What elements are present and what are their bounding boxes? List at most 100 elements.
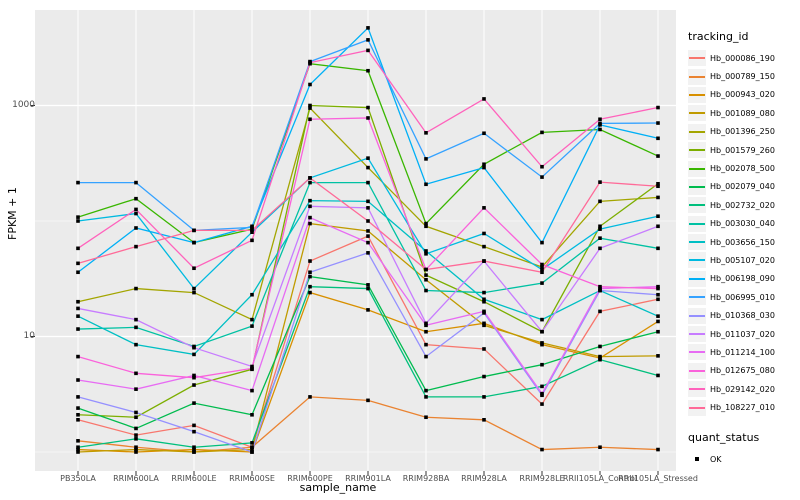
data-point <box>308 176 312 180</box>
data-point <box>424 395 428 399</box>
data-point <box>134 433 138 437</box>
legend-key-line <box>689 222 705 225</box>
data-point <box>482 323 486 328</box>
data-point <box>598 344 602 349</box>
legend-item-label: Hb_002732_020 <box>710 200 775 210</box>
data-point <box>424 415 428 420</box>
legend-key-line <box>689 185 705 188</box>
legend-key-line <box>689 369 705 372</box>
legend-item-quant-OK: OK <box>688 450 800 468</box>
legend-item-label: Hb_000789_150 <box>710 72 775 82</box>
data-point <box>540 391 544 396</box>
legend-key-swatch <box>688 197 706 214</box>
legend-key-line <box>689 167 705 170</box>
legend-quant-items: OK <box>688 450 800 468</box>
data-point <box>598 199 602 204</box>
data-point <box>540 240 544 245</box>
data-point <box>76 327 80 331</box>
data-point <box>482 259 486 263</box>
legend-key-line <box>689 112 705 115</box>
data-point <box>134 447 138 452</box>
data-point <box>134 211 138 216</box>
legend-key-swatch <box>688 50 706 67</box>
data-point <box>598 354 602 359</box>
legend-item-label: Hb_005107_020 <box>710 255 775 265</box>
data-point <box>134 196 138 201</box>
data-point <box>308 103 312 108</box>
data-point <box>482 290 486 295</box>
legend-item-Hb_011214_100: Hb_011214_100 <box>688 343 800 361</box>
legend-key-swatch <box>688 142 706 159</box>
data-point <box>598 246 602 251</box>
data-point <box>76 219 80 223</box>
data-point <box>366 240 370 245</box>
data-point <box>366 398 370 403</box>
legend-item-Hb_010368_030: Hb_010368_030 <box>688 306 800 324</box>
data-point <box>366 308 370 312</box>
data-point <box>540 447 544 452</box>
data-point <box>540 317 544 322</box>
legend-item-label: Hb_003030_040 <box>710 219 775 229</box>
legend-key-line <box>689 333 705 336</box>
legend-key-swatch <box>688 270 706 287</box>
data-point <box>76 418 80 422</box>
data-point <box>540 262 544 267</box>
data-point <box>250 388 254 393</box>
data-point <box>482 321 486 326</box>
legend-key-swatch <box>688 326 706 343</box>
data-point <box>192 290 196 295</box>
data-point <box>366 286 370 291</box>
legend-key-line <box>689 93 705 96</box>
data-point <box>540 164 544 169</box>
data-point <box>192 345 196 350</box>
data-point <box>656 105 660 110</box>
data-point <box>134 180 138 185</box>
legend-item-label: Hb_010368_030 <box>710 311 775 321</box>
y-tick-label-text: 1000 <box>12 99 35 110</box>
data-point <box>482 395 486 399</box>
data-point <box>656 284 660 289</box>
legend-tracking-items: Hb_000086_190 Hb_000789_150 Hb_000943_020 H… <box>688 49 800 417</box>
legend-item-Hb_001579_260: Hb_001579_260 <box>688 141 800 159</box>
legend-key-line <box>689 130 705 133</box>
data-point <box>134 226 138 230</box>
legend-item-Hb_001396_250: Hb_001396_250 <box>688 123 800 141</box>
data-point <box>424 288 428 293</box>
data-point <box>482 231 486 236</box>
data-point <box>482 97 486 101</box>
data-point <box>308 180 312 185</box>
data-point <box>76 439 80 443</box>
data-point <box>134 207 138 212</box>
legend-key-swatch <box>688 362 706 379</box>
data-point <box>656 286 660 291</box>
data-point <box>76 354 80 359</box>
data-point <box>366 206 370 210</box>
data-point <box>424 277 428 282</box>
data-point <box>366 26 370 30</box>
data-point <box>134 445 138 450</box>
data-point <box>540 281 544 285</box>
legend-item-label: Hb_012675_080 <box>710 366 775 376</box>
legend-item-label: Hb_011037_020 <box>710 329 775 339</box>
data-point <box>424 329 428 334</box>
legend-key-line <box>689 406 705 409</box>
data-point <box>598 288 602 293</box>
data-point <box>656 121 660 125</box>
legend-key-swatch <box>688 86 706 103</box>
legend-item-label: OK <box>710 454 722 464</box>
x-tick-label-RRIM600LE: RRIM600LE <box>171 474 217 483</box>
data-point <box>192 286 196 291</box>
data-point <box>134 325 138 330</box>
legend-key-swatch <box>688 381 706 398</box>
legend-key-swatch <box>688 451 706 467</box>
x-axis-title: sample_name <box>299 481 377 494</box>
y-axis-title: FPKM + 1 <box>6 187 19 240</box>
data-point <box>250 445 254 450</box>
data-point <box>366 283 370 287</box>
data-point <box>76 299 80 304</box>
data-point <box>308 215 312 220</box>
legend-item-label: Hb_006995_010 <box>710 292 775 302</box>
data-point <box>366 105 370 110</box>
x-tick-label-PB350LA: PB350LA <box>60 474 96 483</box>
data-point <box>250 447 254 452</box>
